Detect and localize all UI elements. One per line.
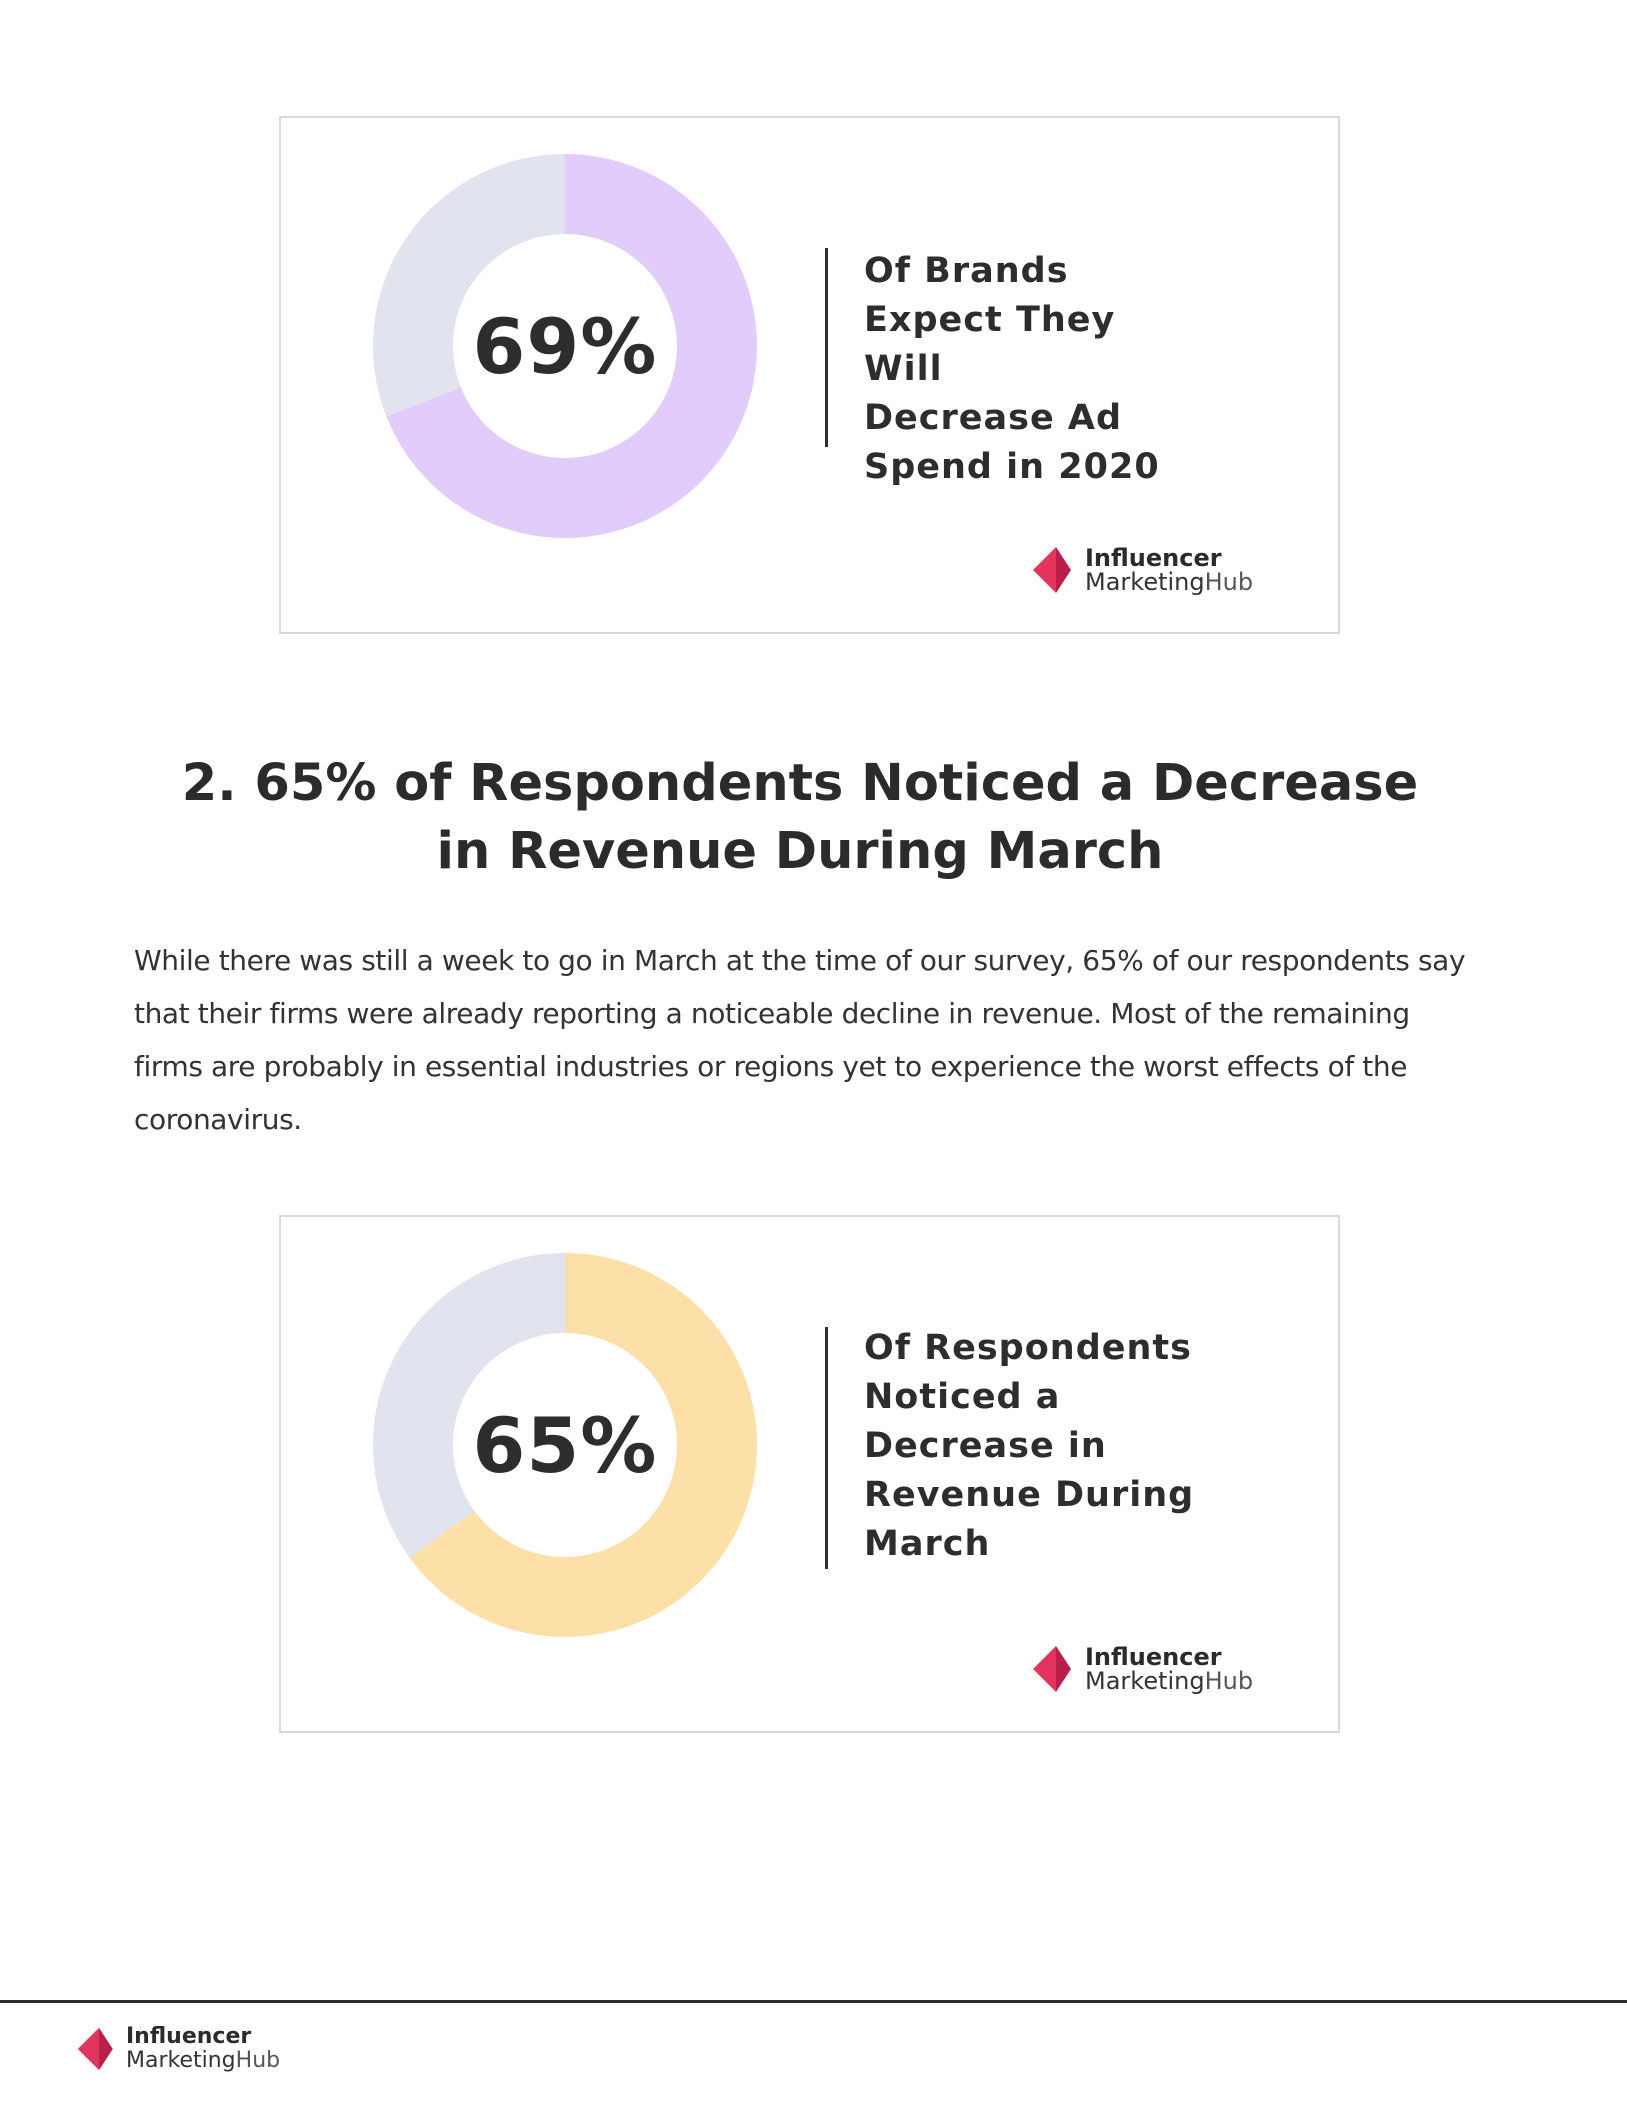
body-line: that their firms were already reporting … <box>134 997 1410 1030</box>
body-line: While there was still a week to go in Ma… <box>134 944 1466 977</box>
donut-chart: 65% <box>373 1253 757 1637</box>
body-line: firms are probably in essential industri… <box>134 1050 1408 1083</box>
logo-word-influencer: Influencer <box>1085 544 1222 572</box>
footer-rule <box>0 2000 1627 2003</box>
logo-word-marketinghub: MarketingHub <box>1085 1669 1253 1693</box>
donut-chart: 69% <box>373 154 757 538</box>
influencer-marketing-hub-logo-icon <box>1031 545 1081 595</box>
stat-caption-line: March <box>864 1524 991 1564</box>
donut-slice-value <box>386 154 757 538</box>
section-heading-line: 2. 65% of Respondents Noticed a Decrease <box>181 754 1419 813</box>
stat-caption: Of Brands Expect They Will Decrease Ad S… <box>864 247 1204 492</box>
stat-caption-line: Noticed a <box>864 1377 1061 1417</box>
logo-wordmark: Influencer MarketingHub <box>1085 546 1253 594</box>
logo-wordmark: Influencer MarketingHub <box>126 2025 280 2073</box>
logo-word-hub: Hub <box>1204 1667 1254 1695</box>
section-heading-line: in Revenue During March <box>436 822 1164 881</box>
logo-word-marketing: Marketing <box>1085 1667 1205 1695</box>
stat-caption-line: Decrease Ad <box>864 398 1123 438</box>
vertical-divider <box>825 248 828 447</box>
logo-wordmark: Influencer MarketingHub <box>1085 1645 1253 1693</box>
logo-word-hub: Hub <box>235 2048 281 2073</box>
vertical-divider <box>825 1327 828 1569</box>
section-heading: 2. 65% of Respondents Noticed a Decrease… <box>160 750 1440 886</box>
stat-caption-line: Revenue During <box>864 1475 1195 1515</box>
donut-center-value: 65% <box>472 1400 658 1490</box>
logo-word-marketing: Marketing <box>126 2048 236 2073</box>
logo-word-marketinghub: MarketingHub <box>1085 570 1253 594</box>
stat-caption-line: Decrease in <box>864 1426 1107 1466</box>
donut-chart-svg <box>373 154 757 538</box>
donut-slice-value <box>409 1253 757 1637</box>
logo-word-marketinghub: MarketingHub <box>126 2049 280 2073</box>
stat-caption-line: Spend in 2020 <box>864 447 1160 487</box>
influencer-marketing-hub-logo-icon <box>1031 1644 1081 1694</box>
donut-center-value: 69% <box>472 301 658 391</box>
brand-logo: Influencer MarketingHub <box>1031 1644 1253 1694</box>
stat-caption-line: Expect They Will <box>864 300 1116 389</box>
logo-word-influencer: Influencer <box>126 2024 252 2049</box>
stat-card-revenue-decrease: 65% Of Respondents Noticed a Decrease in… <box>279 1215 1340 1733</box>
footer-brand-logo: Influencer MarketingHub <box>76 2025 280 2073</box>
stat-caption: Of Respondents Noticed a Decrease in Rev… <box>864 1324 1204 1569</box>
logo-word-hub: Hub <box>1204 568 1254 596</box>
donut-slice-remainder <box>373 1253 565 1558</box>
stat-card-brands-ad-spend: 69% Of Brands Expect They Will Decrease … <box>279 116 1340 634</box>
stat-caption-line: Of Respondents <box>864 1328 1192 1368</box>
brand-logo: Influencer MarketingHub <box>1031 545 1253 595</box>
body-line: coronavirus. <box>134 1103 302 1136</box>
stat-caption-line: Of Brands <box>864 251 1069 291</box>
logo-word-influencer: Influencer <box>1085 1643 1222 1671</box>
influencer-marketing-hub-logo-icon <box>76 2026 122 2072</box>
section-body-paragraph: While there was still a week to go in Ma… <box>134 934 1514 1146</box>
donut-slice-remainder <box>373 154 565 417</box>
donut-chart-svg <box>373 1253 757 1637</box>
logo-word-marketing: Marketing <box>1085 568 1205 596</box>
